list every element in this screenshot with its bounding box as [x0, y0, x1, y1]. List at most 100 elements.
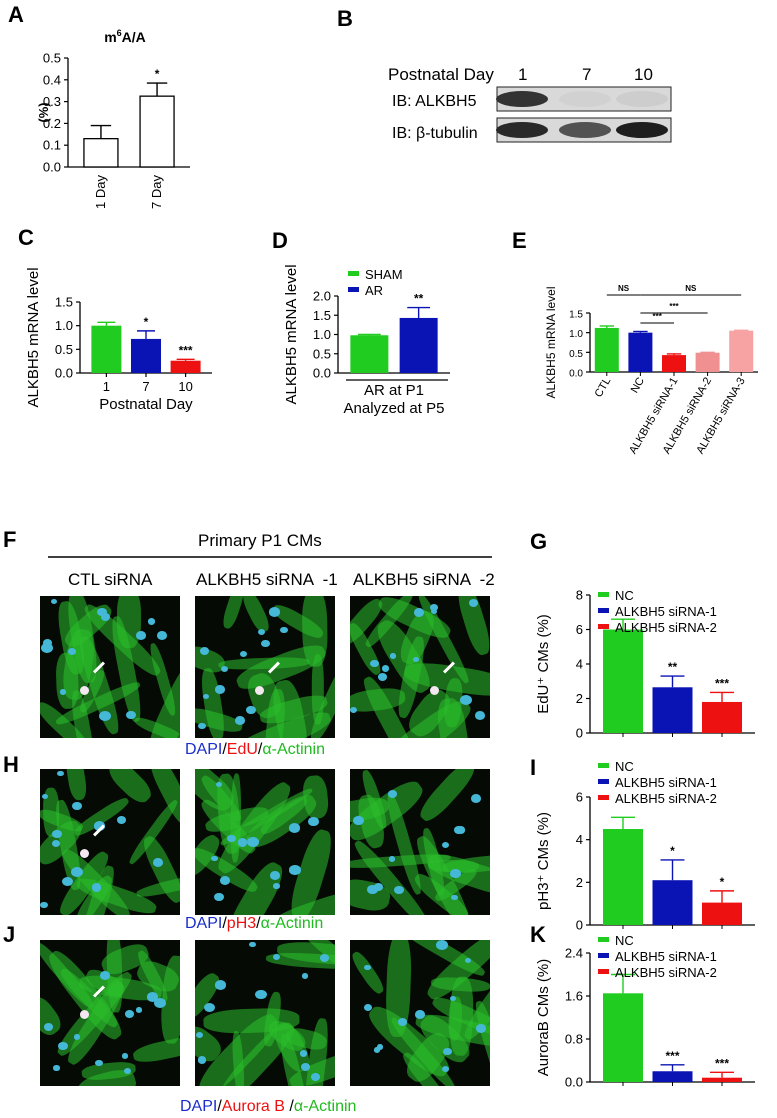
nucleus	[97, 607, 107, 616]
nucleus	[227, 834, 237, 843]
chart-d-ytick-label: 0.5	[313, 346, 331, 361]
chart-e-bar	[594, 327, 619, 372]
micrograph-r3-c3	[350, 940, 490, 1086]
nucleus	[398, 1018, 407, 1026]
nucleus	[197, 1056, 207, 1064]
chart-a: 0.0 0.1 0.2 0.3 0.4 0.5 (%) m6A/A 1 Day * 7 Day	[36, 28, 190, 209]
chart-c-xlabel: Postnatal Day	[99, 396, 193, 413]
chart-a-bar	[83, 138, 119, 168]
nucleus	[215, 685, 225, 694]
nucleus	[475, 1023, 487, 1034]
chart-g-ytick-label: 6	[576, 622, 583, 637]
nucleus	[53, 1065, 60, 1071]
nucleus	[299, 1050, 308, 1057]
chart-k-ylabel: AuroraB CMs (%)	[535, 959, 552, 1077]
nucleus	[203, 1003, 215, 1013]
chart-d-xlabel-2: Analyzed at P5	[344, 400, 445, 417]
micrograph-r2-c3	[350, 769, 490, 915]
nucleus	[100, 612, 111, 621]
caption-ph3-dapi: DAPI	[185, 915, 222, 932]
nucleus	[147, 618, 156, 625]
nucleus	[221, 665, 228, 672]
panel-letter-e: E	[512, 228, 527, 253]
nucleus	[272, 954, 280, 961]
nucleus	[261, 639, 270, 647]
nucleus	[311, 1073, 321, 1081]
chart-e-ylabel: ALKBH5 mRNA level	[544, 286, 558, 398]
nucleus	[308, 817, 319, 826]
chart-a-title: m6A/A	[104, 28, 146, 45]
chart-k-legend-label: ALKBH5 siRNA-1	[615, 949, 717, 964]
chart-c-ytick-label: 0.0	[55, 366, 73, 381]
nucleus	[67, 647, 77, 655]
nucleus	[43, 1022, 54, 1031]
caption-ph3: DAPI/pH3/α-Actinin	[185, 915, 323, 932]
micrograph-r2-c1	[40, 769, 180, 915]
caption-ph3-marker: pH3	[227, 915, 256, 932]
nucleus	[116, 815, 127, 824]
panel-letter-c: C	[18, 225, 34, 250]
nucleus	[135, 631, 146, 640]
nucleus	[99, 971, 111, 981]
nucleus	[211, 855, 218, 862]
chart-e-bar	[628, 332, 653, 372]
nucleus	[363, 1003, 373, 1012]
chart-g-bar	[652, 687, 693, 733]
chart-c-category-label: 10	[178, 379, 192, 394]
chart-c-ylabel: ALKBH5 mRNA level	[25, 267, 42, 407]
chart-a-ylabel: (%)	[36, 102, 51, 122]
chart-g-ytick-label: 0	[576, 726, 583, 741]
nucleus	[373, 1047, 381, 1053]
panel-letter-k: K	[530, 922, 546, 947]
chart-i-ylabel: pH3⁺ CMs (%)	[535, 812, 552, 910]
chart-g-bar	[603, 629, 643, 733]
caption-ph3-sep2: /	[256, 915, 261, 932]
nucleus	[195, 1032, 204, 1039]
nucleus	[73, 1033, 81, 1040]
nucleus	[220, 876, 231, 885]
chart-i-legend-label: ALKBH5 siRNA-2	[615, 791, 717, 806]
positive-nucleus	[430, 686, 439, 695]
chart-a-category-label: 1 Day	[93, 175, 108, 209]
nucleus	[237, 838, 248, 847]
micrograph-r2-c2	[195, 769, 335, 915]
nucleus	[388, 856, 396, 863]
nucleus	[40, 902, 48, 909]
chart-k-legend-swatch	[598, 937, 609, 942]
nucleus	[255, 989, 267, 1000]
nucleus	[234, 715, 246, 725]
actinin-fiber	[40, 992, 66, 1040]
chart-d-ytick-label: 1.0	[313, 327, 331, 342]
chart-i-sig-label: *	[670, 844, 675, 858]
nucleus	[436, 940, 449, 951]
chart-i-legend-swatch	[598, 763, 609, 768]
panel-letter-i: I	[530, 755, 536, 780]
chart-a-title-sup: 6	[117, 28, 122, 38]
chart-i-bar	[652, 880, 693, 925]
chart-i-legend-label: NC	[615, 759, 634, 774]
chart-e-bar	[662, 355, 686, 372]
chart-k-bar	[652, 1071, 693, 1082]
nucleus	[413, 608, 424, 617]
chart-c-category-label: 7	[142, 379, 149, 394]
panel-letter-b: B	[337, 6, 353, 31]
micrograph-r1-c2	[195, 596, 335, 738]
caption-edu-marker: EdU	[227, 741, 258, 758]
charts-layer: 0.00.10.20.30.40.5(%)m6A/A1 Day*7 Day0.0…	[25, 28, 758, 1090]
nucleus	[350, 707, 358, 714]
chart-c: 0.0 0.5 1.0 1.5 ALKBH5 mRNA level 1 * 7 *** 10 Pos…	[25, 267, 212, 413]
nucleus	[93, 821, 106, 831]
chart-a-title-part: m	[104, 29, 116, 45]
nucleus	[51, 829, 62, 839]
chart-d-xlabel: AR at P1	[364, 382, 424, 399]
chart-c-bar	[131, 338, 161, 373]
blot-band-row1-lane2	[616, 122, 668, 138]
micrograph-r1-c1	[40, 596, 180, 738]
nucleus	[249, 941, 256, 948]
chart-g-legend-swatch	[598, 592, 609, 597]
chart-d-legend-label: SHAM	[365, 267, 403, 282]
nucleus	[460, 695, 473, 706]
nucleus	[301, 973, 308, 979]
chart-k-bar	[702, 1077, 742, 1082]
